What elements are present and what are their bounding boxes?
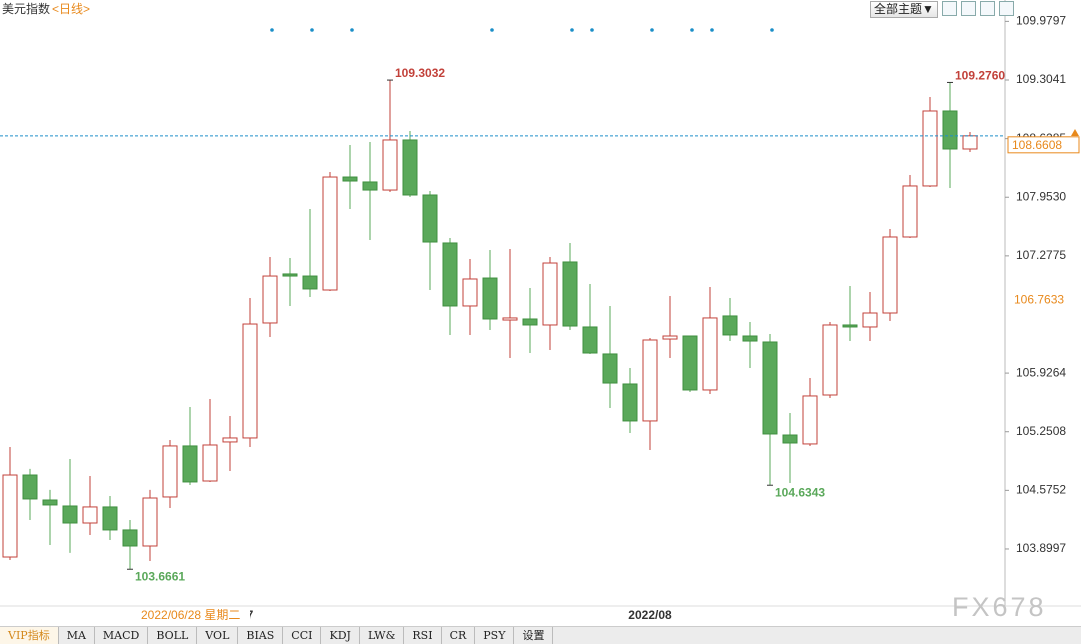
candle-body bbox=[562, 261, 578, 327]
icon-button[interactable] bbox=[960, 1, 976, 16]
candle-body bbox=[82, 506, 98, 524]
toolbar: 全部主题▼ bbox=[870, 1, 1014, 18]
indicator-tab[interactable]: LW& bbox=[360, 627, 405, 644]
candle-body bbox=[882, 236, 898, 314]
candle-body bbox=[242, 323, 258, 439]
x-tick-label: 2022/08 bbox=[628, 608, 672, 622]
candle-body bbox=[202, 444, 218, 482]
period-label: <日线> bbox=[52, 2, 90, 16]
candle-body bbox=[222, 437, 238, 443]
candle-body bbox=[682, 335, 698, 391]
candle-body bbox=[522, 318, 538, 326]
candle-body bbox=[722, 315, 738, 336]
candle-body bbox=[922, 110, 938, 187]
icon-button[interactable] bbox=[941, 1, 957, 16]
candle-body bbox=[262, 275, 278, 324]
indicator-tab[interactable]: CR bbox=[442, 627, 476, 644]
indicator-tab[interactable]: VIP指标 bbox=[0, 627, 59, 644]
candle-body bbox=[402, 139, 418, 196]
low-label: 104.6343 bbox=[775, 485, 825, 499]
y-tick-label: 109.3041 bbox=[1016, 72, 1066, 86]
candle-body bbox=[622, 383, 638, 422]
chart-title: 美元指数 bbox=[2, 1, 50, 16]
last-price-box bbox=[1007, 136, 1080, 154]
candle-body bbox=[802, 395, 818, 445]
candle-body bbox=[302, 275, 318, 290]
candle-body bbox=[2, 474, 18, 558]
indicator-tab[interactable]: PSY bbox=[475, 627, 515, 644]
indicator-tab[interactable]: KDJ bbox=[321, 627, 360, 644]
candle-body bbox=[282, 273, 298, 277]
candle-body bbox=[42, 499, 58, 506]
event-markers bbox=[270, 28, 774, 32]
crosshair-label: 2022/06/28 星期二 bbox=[141, 608, 240, 622]
high-label: 109.3032 bbox=[395, 66, 445, 80]
candle-body bbox=[382, 139, 398, 191]
high-label: 109.2760 bbox=[955, 69, 1005, 83]
candle-body bbox=[822, 324, 838, 396]
x-tick-label: 7 bbox=[247, 608, 254, 622]
y-tick-label: 103.8997 bbox=[1016, 541, 1066, 555]
indicator-tabs: VIP指标 MA MACD BOLL VOL BIAS CCI KDJ LW& RSI CR PSY 设… bbox=[0, 626, 1081, 644]
icon-button[interactable] bbox=[998, 1, 1014, 16]
chart: 美元指数 <日线> 109.9797109.3041108.6285107.95… bbox=[0, 0, 1081, 624]
candle-body bbox=[602, 353, 618, 384]
candle-body bbox=[482, 277, 498, 320]
y-tick-label: 107.2775 bbox=[1016, 248, 1066, 262]
candle-body bbox=[422, 194, 438, 243]
indicator-tab[interactable]: 设置 bbox=[514, 627, 554, 644]
indicator-tab[interactable]: MACD bbox=[95, 627, 149, 644]
candle-body bbox=[862, 312, 878, 328]
theme-button[interactable]: 全部主题▼ bbox=[870, 1, 938, 18]
indicator-tab[interactable]: VOL bbox=[197, 627, 239, 644]
candle-body bbox=[742, 335, 758, 342]
indicator-tab[interactable]: BOLL bbox=[148, 627, 198, 644]
candle-body bbox=[962, 135, 978, 150]
y-tick-label: 104.5752 bbox=[1016, 483, 1066, 497]
candle-body bbox=[642, 339, 658, 422]
candle-body bbox=[842, 324, 858, 328]
candle-body bbox=[122, 529, 138, 547]
candle-body bbox=[342, 176, 358, 182]
y-tick-label: 105.9264 bbox=[1016, 365, 1066, 379]
candle-body bbox=[762, 341, 778, 435]
indicator-tab[interactable]: MA bbox=[59, 627, 95, 644]
watermark: FX678 bbox=[952, 592, 1047, 622]
candle-body bbox=[542, 262, 558, 326]
crosshair-box bbox=[138, 608, 250, 624]
candle-body bbox=[62, 505, 78, 524]
candle-body bbox=[362, 181, 378, 191]
candle-body bbox=[662, 335, 678, 340]
candle-body bbox=[162, 445, 178, 498]
y-tick-label: 105.2508 bbox=[1016, 424, 1066, 438]
indicator-tab[interactable]: BIAS bbox=[238, 627, 284, 644]
candle-body bbox=[442, 242, 458, 307]
candle-body bbox=[142, 497, 158, 547]
candle-body bbox=[582, 326, 598, 354]
candle-body bbox=[182, 445, 198, 483]
price-arrow bbox=[1071, 129, 1079, 136]
y-tick-label: 109.9797 bbox=[1016, 14, 1066, 28]
indicator-tab[interactable]: CCI bbox=[283, 627, 322, 644]
candle-body bbox=[902, 185, 918, 238]
candle-body bbox=[942, 110, 958, 150]
candle-body bbox=[782, 434, 798, 444]
candle-body bbox=[22, 474, 38, 500]
candle-body bbox=[462, 278, 478, 307]
candle-body bbox=[702, 317, 718, 391]
candle-body bbox=[502, 317, 518, 321]
y-tick-label: 107.9530 bbox=[1016, 189, 1066, 203]
icon-button[interactable] bbox=[979, 1, 995, 16]
candle-body bbox=[102, 506, 118, 531]
indicator-tab[interactable]: RSI bbox=[404, 627, 442, 644]
low-label: 103.6661 bbox=[135, 569, 185, 583]
candle-body bbox=[322, 176, 338, 291]
last-price-label: 108.6608 bbox=[1012, 138, 1062, 152]
reference-price-label: 106.7633 bbox=[1014, 293, 1064, 307]
